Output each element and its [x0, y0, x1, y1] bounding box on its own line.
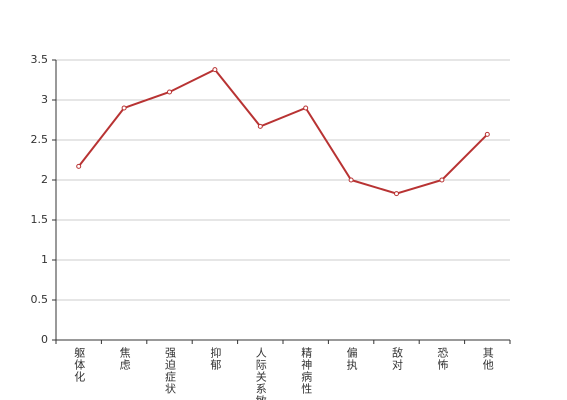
x-tick-label: 躯体化 [73, 347, 86, 383]
y-tick-label: 2 [41, 173, 48, 186]
y-tick-label: 1.5 [31, 213, 49, 226]
y-tick-label: 0.5 [31, 293, 49, 306]
point [484, 131, 490, 137]
x-tick-label: 抑郁 [209, 346, 222, 371]
x-tick-label: 恐怖 [436, 347, 449, 371]
x-tick-label: 强迫症状 [164, 347, 177, 395]
point [394, 191, 399, 197]
y-tick-label: 3.5 [31, 53, 49, 66]
point [167, 89, 172, 95]
x-tick-label: 焦虑 [118, 347, 131, 371]
x-tick-label: 其他 [481, 347, 494, 371]
y-tick-label: 0 [41, 333, 48, 346]
point [76, 163, 82, 169]
point [121, 105, 127, 111]
x-tick-label: 偏执 [345, 346, 358, 371]
y-tick-label: 1 [41, 253, 48, 266]
point [439, 177, 445, 183]
x-tick-label: 人际关系敏感 [254, 347, 267, 400]
point [348, 177, 354, 183]
y-tick-label: 3 [41, 93, 48, 106]
point [257, 123, 263, 129]
x-tick-label: 敌对 [391, 346, 404, 371]
point [212, 67, 218, 73]
line [77, 68, 489, 195]
x-tick-label: 精神病性 [300, 347, 313, 395]
y-tick-label: 2.5 [31, 133, 49, 146]
point [303, 105, 309, 111]
